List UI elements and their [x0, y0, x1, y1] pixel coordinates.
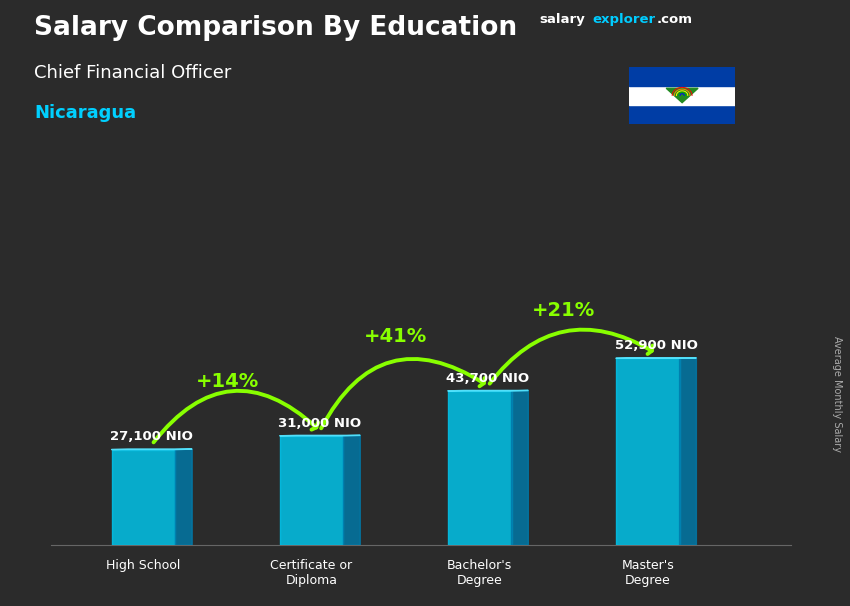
- Polygon shape: [666, 88, 698, 102]
- Polygon shape: [175, 449, 192, 545]
- Text: salary: salary: [540, 13, 586, 26]
- Text: +14%: +14%: [196, 371, 259, 391]
- Text: 31,000 NIO: 31,000 NIO: [278, 416, 361, 430]
- Text: +41%: +41%: [364, 327, 428, 346]
- Text: Chief Financial Officer: Chief Financial Officer: [34, 64, 231, 82]
- Text: 52,900 NIO: 52,900 NIO: [615, 339, 698, 352]
- Text: 27,100 NIO: 27,100 NIO: [110, 430, 193, 444]
- Text: +21%: +21%: [532, 301, 595, 320]
- Polygon shape: [615, 358, 679, 545]
- Polygon shape: [512, 390, 529, 545]
- Polygon shape: [280, 436, 343, 545]
- Text: Salary Comparison By Education: Salary Comparison By Education: [34, 15, 517, 41]
- Polygon shape: [448, 391, 512, 545]
- Polygon shape: [111, 450, 175, 545]
- Text: 43,700 NIO: 43,700 NIO: [446, 371, 530, 385]
- Text: .com: .com: [656, 13, 692, 26]
- Polygon shape: [679, 358, 696, 545]
- Polygon shape: [629, 67, 735, 86]
- Text: Average Monthly Salary: Average Monthly Salary: [832, 336, 842, 452]
- Polygon shape: [343, 435, 360, 545]
- Polygon shape: [629, 86, 735, 105]
- Text: explorer: explorer: [592, 13, 655, 26]
- Text: Nicaragua: Nicaragua: [34, 104, 136, 122]
- Polygon shape: [629, 105, 735, 124]
